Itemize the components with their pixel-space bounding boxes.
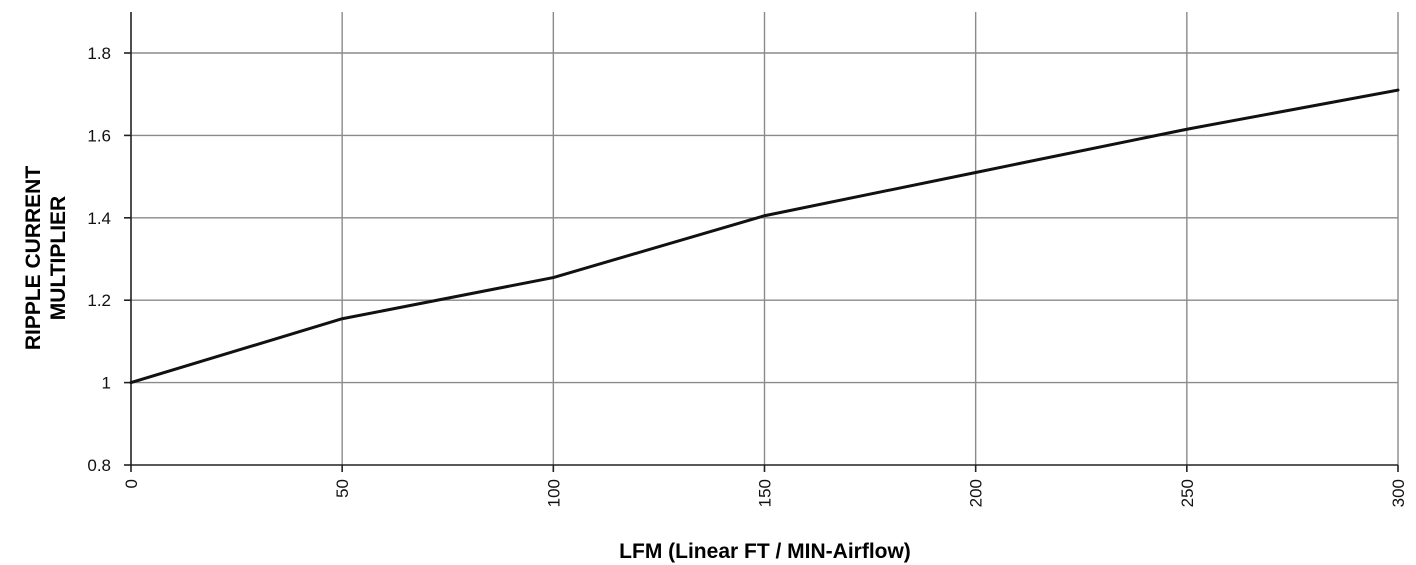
- x-tick-label: 0: [122, 479, 141, 488]
- x-tick-labels: 0 50 100 150 200 250 300: [122, 479, 1408, 507]
- y-tick-label: 1.6: [87, 126, 111, 145]
- x-tick-label: 150: [756, 479, 775, 507]
- series-line: [129, 88, 1400, 385]
- axes: [124, 12, 1399, 472]
- y-tick-label: 1.8: [87, 44, 111, 63]
- y-tick-label: 0.8: [87, 456, 111, 475]
- series-layer: [129, 88, 1400, 385]
- y-axis-title-line-2: MULTIPLIER: [47, 196, 70, 320]
- grid-lines: [131, 12, 1399, 465]
- x-axis-title: LFM (Linear FT / MIN-Airflow): [619, 540, 911, 563]
- x-tick-label: 100: [544, 479, 563, 507]
- x-tick-label: 300: [1389, 479, 1408, 507]
- y-tick-label: 1.4: [87, 209, 111, 228]
- y-tick-label: 1: [102, 374, 111, 393]
- x-tick-label: 50: [333, 479, 352, 498]
- x-tick-label: 250: [1178, 479, 1197, 507]
- x-tick-label: 200: [967, 479, 986, 507]
- y-tick-labels: 0.8 1 1.2 1.4 1.6 1.8: [87, 44, 111, 475]
- y-tick-label: 1.2: [87, 291, 111, 310]
- y-axis-title-line-1: RIPPLE CURRENT: [22, 166, 45, 351]
